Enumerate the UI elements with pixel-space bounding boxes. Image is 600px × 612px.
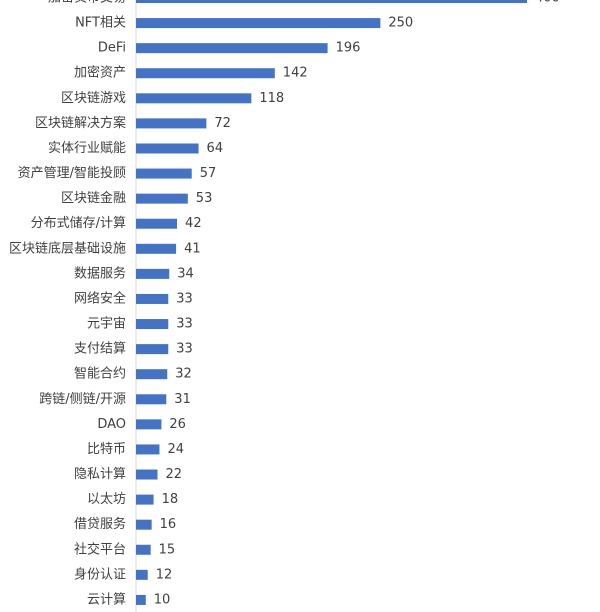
category-label: 社交平台 [74, 541, 126, 557]
bar [136, 569, 148, 580]
category-label: 隐私计算 [74, 467, 126, 482]
bar [136, 544, 151, 555]
bar [136, 0, 527, 3]
category-label: 分布式储存/计算 [31, 216, 126, 231]
bar [136, 18, 381, 29]
bar [136, 168, 192, 179]
value-label: 26 [169, 417, 186, 432]
category-label: 以太坊 [87, 492, 126, 507]
category-label: 借贷服务 [74, 516, 126, 532]
value-label: 142 [283, 66, 308, 81]
category-labels-group: 加密货币交易 NFT相关 DeFi 加密资产区块链游戏区块链解决方案实体行业赋能资产管… [9, 0, 126, 607]
bar [136, 243, 177, 254]
category-label: 数据服务 [74, 265, 126, 281]
value-label: 42 [185, 216, 202, 231]
category-label: 区块链底层基础设施 [9, 240, 126, 256]
category-label: 区块链金融 [61, 190, 126, 206]
category-label: 智能合约 [74, 367, 126, 382]
category-label: 区块链游戏 [61, 91, 126, 106]
bar [136, 193, 188, 204]
bar [136, 143, 199, 154]
bar [136, 419, 162, 430]
value-label: 34 [177, 266, 194, 281]
value-label: 10 [154, 592, 171, 607]
bar [136, 319, 169, 330]
value-label: 33 [176, 317, 193, 332]
value-label: 53 [196, 191, 213, 206]
category-label: 跨链/侧链/开源 [39, 392, 126, 407]
value-label: 33 [176, 342, 193, 357]
bar [136, 293, 169, 304]
value-label: 18 [162, 492, 179, 507]
value-label: 31 [174, 392, 191, 407]
bar [136, 469, 158, 480]
bar [136, 218, 178, 229]
category-label: NFT相关 [75, 16, 126, 31]
category-label: 云计算 [87, 592, 126, 607]
bar [136, 268, 170, 279]
value-label: 64 [207, 141, 224, 156]
bar [136, 494, 154, 505]
value-labels-group: 400 250 196 142 118 72 64 57 53 42 41 34 33 33 33 32 31 2… [154, 0, 560, 607]
value-label: 12 [156, 567, 173, 582]
category-label: 资产管理/智能投顾 [18, 165, 126, 181]
value-label: 24 [167, 442, 184, 457]
value-label: 16 [160, 517, 177, 532]
value-label: 41 [184, 241, 201, 256]
category-label: DAO [97, 417, 126, 432]
bar [136, 43, 328, 54]
category-label: 元宇宙 [87, 317, 126, 332]
bar [136, 394, 167, 405]
bar [136, 519, 152, 530]
bar [136, 594, 146, 605]
value-label: 22 [166, 467, 183, 482]
category-label: 支付结算 [74, 342, 126, 357]
category-label: DeFi [98, 41, 126, 56]
category-label: 实体行业赋能 [48, 141, 126, 156]
value-label: 72 [214, 116, 231, 131]
value-label: 400 [535, 0, 560, 6]
value-label: 33 [176, 291, 193, 306]
bar [136, 118, 207, 129]
value-label: 32 [175, 367, 192, 382]
value-label: 196 [336, 41, 361, 56]
value-label: 57 [200, 166, 217, 181]
value-label: 250 [388, 16, 413, 31]
bar [136, 68, 275, 79]
category-label: 区块链解决方案 [35, 115, 126, 131]
value-label: 118 [259, 91, 284, 106]
bars-group [136, 0, 527, 605]
value-label: 15 [159, 542, 176, 557]
category-label: 加密货币交易 [48, 0, 126, 6]
bar [136, 369, 168, 380]
bar [136, 344, 169, 355]
category-label: 加密资产 [74, 65, 126, 81]
bar [136, 93, 252, 104]
category-label: 比特币 [87, 442, 126, 457]
category-label: 网络安全 [74, 290, 126, 306]
category-label: 身份认证 [74, 566, 126, 582]
bar [136, 444, 160, 455]
